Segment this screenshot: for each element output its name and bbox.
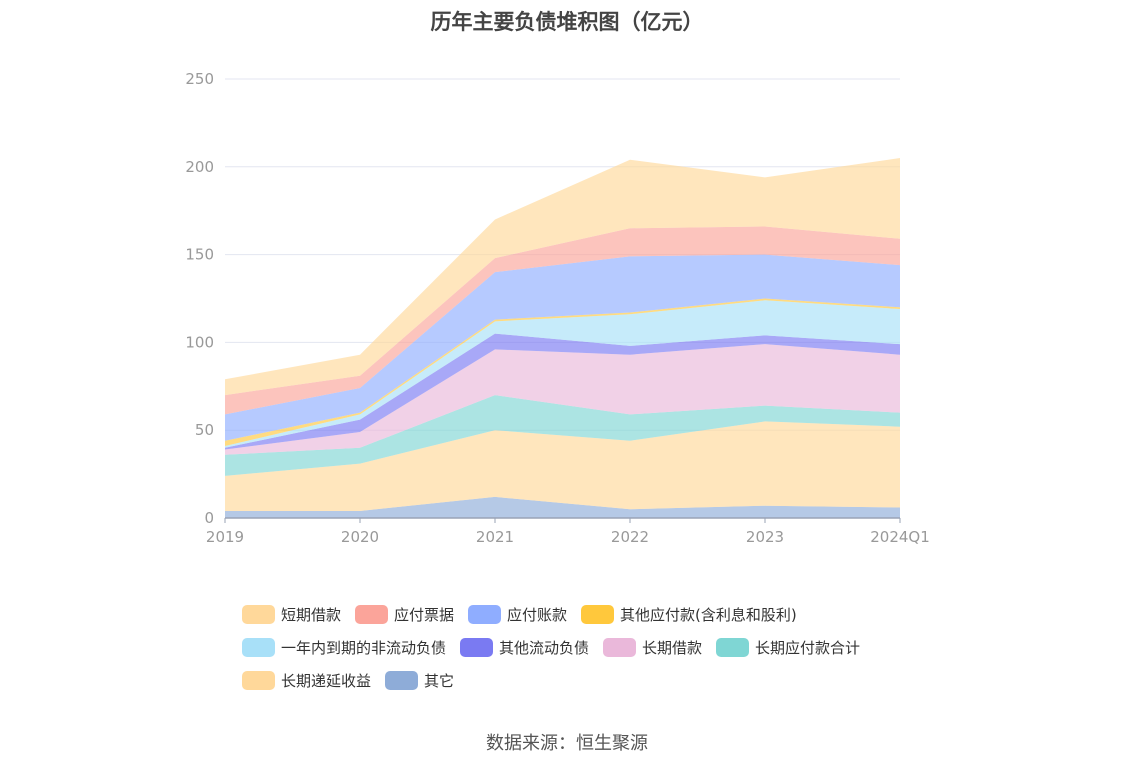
legend-item[interactable]: 其他流动负债 xyxy=(460,637,589,658)
legend-item[interactable]: 应付票据 xyxy=(355,604,454,625)
legend-item[interactable]: 其他应付款(含利息和股利) xyxy=(581,604,797,625)
legend-item[interactable]: 其它 xyxy=(385,670,454,691)
legend-swatch xyxy=(355,605,388,624)
legend-swatch xyxy=(242,605,275,624)
y-tick-label: 50 xyxy=(195,421,214,439)
legend-label: 一年内到期的非流动负债 xyxy=(281,637,446,658)
legend-swatch xyxy=(385,671,418,690)
legend-swatch xyxy=(581,605,614,624)
legend-item[interactable]: 长期应付款合计 xyxy=(716,637,860,658)
x-tick-label: 2019 xyxy=(206,528,244,546)
legend-label: 应付账款 xyxy=(507,604,567,625)
legend-swatch xyxy=(242,638,275,657)
legend-label: 长期应付款合计 xyxy=(755,637,860,658)
legend-item[interactable]: 长期递延收益 xyxy=(242,670,371,691)
area-layer xyxy=(225,158,900,518)
y-tick-label: 0 xyxy=(204,509,214,527)
legend-label: 应付票据 xyxy=(394,604,454,625)
x-tick-label: 2021 xyxy=(476,528,514,546)
x-tick-label: 2022 xyxy=(611,528,649,546)
x-tick-label: 2024Q1 xyxy=(870,528,930,546)
legend-swatch xyxy=(716,638,749,657)
legend-row: 长期递延收益 其它 xyxy=(242,664,942,697)
legend-swatch xyxy=(603,638,636,657)
legend-label: 长期借款 xyxy=(642,637,702,658)
legend-item[interactable]: 一年内到期的非流动负债 xyxy=(242,637,446,658)
legend-label: 短期借款 xyxy=(281,604,341,625)
legend-label: 长期递延收益 xyxy=(281,670,371,691)
legend-swatch xyxy=(468,605,501,624)
y-tick-label: 200 xyxy=(185,158,214,176)
legend: 短期借款 应付票据 应付账款 其他应付款(含利息和股利) 一年内到期的非流动负债 其他流动… xyxy=(242,598,942,697)
legend-label: 其它 xyxy=(424,670,454,691)
source-note: 数据来源：恒生聚源 xyxy=(0,729,1134,755)
legend-label: 其他流动负债 xyxy=(499,637,589,658)
x-tick-label: 2023 xyxy=(746,528,784,546)
legend-swatch xyxy=(242,671,275,690)
legend-row: 短期借款 应付票据 应付账款 其他应付款(含利息和股利) xyxy=(242,598,942,631)
legend-item[interactable]: 短期借款 xyxy=(242,604,341,625)
y-tick-label: 250 xyxy=(185,70,214,88)
chart-canvas: 0 50 100 150 200 250 2019 2020 2021 2022 2023 2024Q… xyxy=(0,0,1134,590)
legend-label: 其他应付款(含利息和股利) xyxy=(620,604,797,625)
legend-row: 一年内到期的非流动负债 其他流动负债 长期借款 长期应付款合计 xyxy=(242,631,942,664)
y-tick-label: 150 xyxy=(185,246,214,264)
legend-swatch xyxy=(460,638,493,657)
legend-item[interactable]: 长期借款 xyxy=(603,637,702,658)
legend-item[interactable]: 应付账款 xyxy=(468,604,567,625)
x-tick-label: 2020 xyxy=(341,528,379,546)
y-tick-label: 100 xyxy=(185,333,214,351)
